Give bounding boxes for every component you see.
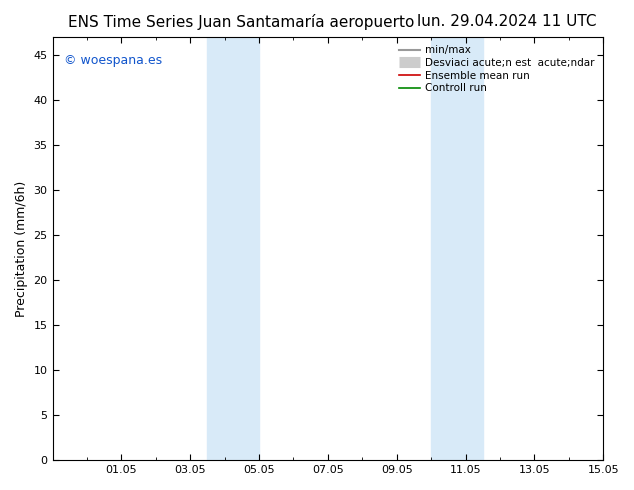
Text: © woespana.es: © woespana.es xyxy=(63,54,162,67)
Legend: min/max, Desviaci acute;n est  acute;ndar, Ensemble mean run, Controll run: min/max, Desviaci acute;n est acute;ndar… xyxy=(396,42,598,97)
Bar xyxy=(207,37,259,460)
Text: lun. 29.04.2024 11 UTC: lun. 29.04.2024 11 UTC xyxy=(417,14,597,29)
Y-axis label: Precipitation (mm/6h): Precipitation (mm/6h) xyxy=(15,180,28,317)
Text: ENS Time Series Juan Santamaría aeropuerto: ENS Time Series Juan Santamaría aeropuer… xyxy=(68,14,414,30)
Bar xyxy=(431,37,482,460)
